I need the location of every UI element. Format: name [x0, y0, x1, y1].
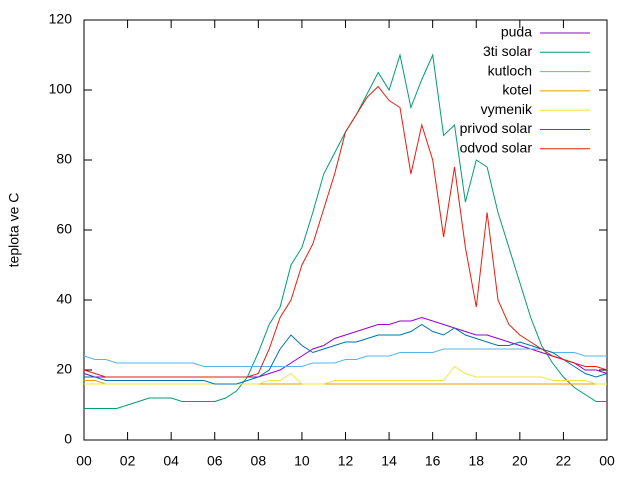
x-tick-label: 00	[599, 453, 615, 469]
x-tick-label: 02	[120, 453, 136, 469]
x-tick-label: 18	[468, 453, 484, 469]
series-line	[84, 380, 607, 385]
x-tick-label: 12	[338, 453, 354, 469]
y-tick-label: 100	[49, 81, 73, 97]
y-tick-label: 80	[56, 151, 72, 167]
series-line	[84, 323, 608, 385]
legend-label: 3ti solar	[483, 43, 532, 59]
x-tick-label: 14	[381, 453, 397, 469]
series-line	[84, 365, 607, 385]
legend-label: kutloch	[488, 62, 532, 78]
x-tick-label: 00	[76, 453, 92, 469]
y-tick-label: 120	[49, 11, 73, 27]
y-tick-label: 60	[56, 221, 72, 237]
y-tick-label: 40	[56, 291, 72, 307]
legend-label: vymenik	[481, 101, 533, 117]
x-tick-label: 22	[556, 453, 572, 469]
x-tick-label: 04	[163, 453, 179, 469]
plot-border	[83, 19, 608, 441]
y-tick-label: 0	[64, 431, 72, 447]
x-tick-label: 08	[251, 453, 267, 469]
series-line	[83, 348, 607, 367]
legend-label: kotel	[502, 82, 532, 98]
series-line	[83, 316, 608, 378]
x-tick-label: 06	[207, 453, 223, 469]
series-line	[83, 85, 608, 378]
legend-label: odvod solar	[460, 140, 533, 156]
x-tick-label: 20	[512, 453, 528, 469]
legend-label: puda	[501, 24, 532, 40]
legend-label: privod solar	[460, 120, 533, 136]
y-tick-label: 20	[56, 361, 72, 377]
x-tick-label: 16	[425, 453, 441, 469]
x-tick-label: 10	[294, 453, 310, 469]
y-axis-label: teplota ve C	[6, 193, 22, 268]
